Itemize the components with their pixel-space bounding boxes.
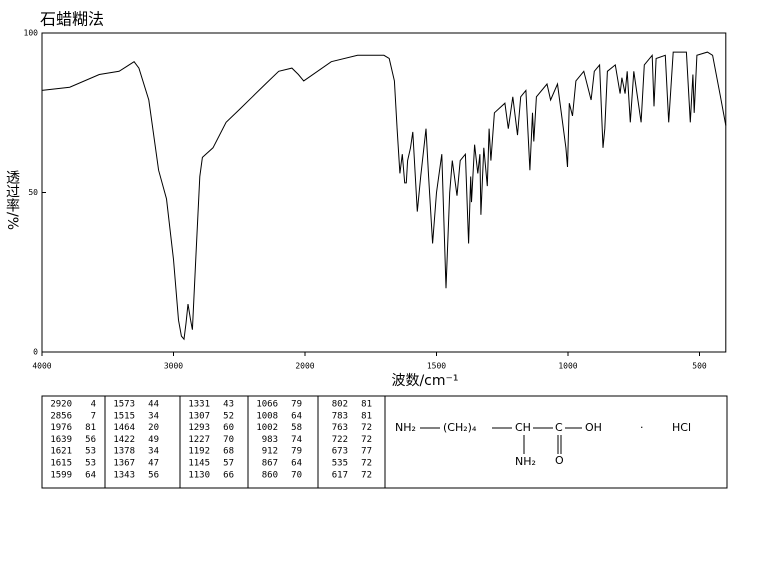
peak-wavenumber: 1639 xyxy=(50,435,72,445)
peak-wavenumber: 1464 xyxy=(113,423,135,433)
peak-transmittance: 57 xyxy=(223,459,234,469)
structure-text: · xyxy=(640,421,644,434)
peak-transmittance: 44 xyxy=(148,400,159,410)
peak-transmittance: 43 xyxy=(223,400,234,410)
peak-transmittance: 79 xyxy=(291,400,302,410)
peak-wavenumber: 1343 xyxy=(113,470,135,480)
peak-wavenumber: 802 xyxy=(332,400,348,410)
peak-transmittance: 81 xyxy=(85,423,96,433)
x-tick-label: 4000 xyxy=(32,362,51,371)
peak-wavenumber: 1227 xyxy=(188,435,210,445)
peak-transmittance: 72 xyxy=(361,470,372,480)
peak-transmittance: 70 xyxy=(223,435,234,445)
peak-transmittance: 74 xyxy=(291,435,302,445)
peak-wavenumber: 860 xyxy=(262,470,278,480)
peak-wavenumber: 1293 xyxy=(188,423,210,433)
peak-wavenumber: 1615 xyxy=(50,459,72,469)
peak-wavenumber: 1130 xyxy=(188,470,210,480)
peak-transmittance: 4 xyxy=(91,400,96,410)
peak-transmittance: 81 xyxy=(361,400,372,410)
x-tick-label: 1500 xyxy=(427,362,446,371)
peak-transmittance: 66 xyxy=(223,470,234,480)
peak-wavenumber: 1976 xyxy=(50,423,72,433)
peak-wavenumber: 1066 xyxy=(256,400,278,410)
peak-wavenumber: 1307 xyxy=(188,411,210,421)
y-tick-label: 50 xyxy=(28,188,38,197)
peak-transmittance: 68 xyxy=(223,447,234,457)
peak-transmittance: 58 xyxy=(291,423,302,433)
peak-transmittance: 53 xyxy=(85,459,96,469)
y-axis-label: 透过率/% xyxy=(4,170,20,230)
peak-transmittance: 34 xyxy=(148,411,159,421)
peak-transmittance: 81 xyxy=(361,411,372,421)
peak-wavenumber: 617 xyxy=(332,470,348,480)
peak-transmittance: 60 xyxy=(223,423,234,433)
x-axis-label: 波数/cm⁻¹ xyxy=(391,373,458,389)
peak-wavenumber: 1515 xyxy=(113,411,135,421)
structure-text: NH₂ xyxy=(395,421,416,434)
chart-title: 石蜡糊法 xyxy=(40,10,104,29)
x-tick-label: 2000 xyxy=(295,362,314,371)
y-tick-label: 100 xyxy=(24,29,39,38)
peak-wavenumber: 1145 xyxy=(188,459,210,469)
peak-wavenumber: 535 xyxy=(332,459,348,469)
structure-text: HCl xyxy=(672,421,691,434)
peak-wavenumber: 1008 xyxy=(256,411,278,421)
structure: NH₂ (CH₂)₄ CH C OH · HCl NH₂ O xyxy=(395,421,691,468)
structure-text: OH xyxy=(585,421,602,434)
peak-wavenumber: 673 xyxy=(332,447,348,457)
peak-wavenumber: 912 xyxy=(262,447,278,457)
peak-transmittance: 70 xyxy=(291,470,302,480)
structure-text: O xyxy=(555,454,564,467)
peak-transmittance: 47 xyxy=(148,459,159,469)
peak-wavenumber: 1002 xyxy=(256,423,278,433)
peak-wavenumber: 783 xyxy=(332,411,348,421)
peak-wavenumber: 2856 xyxy=(50,411,72,421)
peak-transmittance: 56 xyxy=(85,435,96,445)
peak-wavenumber: 983 xyxy=(262,435,278,445)
peak-transmittance: 64 xyxy=(291,411,302,421)
peak-transmittance: 77 xyxy=(361,447,372,457)
peak-transmittance: 72 xyxy=(361,459,372,469)
peak-transmittance: 64 xyxy=(291,459,302,469)
peak-transmittance: 79 xyxy=(291,447,302,457)
peak-transmittance: 20 xyxy=(148,423,159,433)
x-tick-label: 1000 xyxy=(558,362,577,371)
peak-transmittance: 34 xyxy=(148,447,159,457)
peak-transmittance: 52 xyxy=(223,411,234,421)
peak-wavenumber: 1192 xyxy=(188,447,210,457)
x-tick-label: 3000 xyxy=(164,362,183,371)
peak-wavenumber: 722 xyxy=(332,435,348,445)
plot-frame xyxy=(41,32,727,353)
structure-text: CH xyxy=(515,421,531,434)
peak-wavenumber: 1599 xyxy=(50,470,72,480)
peak-transmittance: 72 xyxy=(361,435,372,445)
peak-wavenumber: 1367 xyxy=(113,459,135,469)
y-tick-label: 0 xyxy=(33,348,38,357)
peak-wavenumber: 2920 xyxy=(50,400,72,410)
peak-wavenumber: 1378 xyxy=(113,447,135,457)
peak-wavenumber: 1573 xyxy=(113,400,135,410)
peak-transmittance: 56 xyxy=(148,470,159,480)
peak-transmittance: 49 xyxy=(148,435,159,445)
peak-wavenumber: 1331 xyxy=(188,400,210,410)
structure-text: (CH₂)₄ xyxy=(443,421,477,434)
spectrum-line xyxy=(41,51,727,341)
peak-wavenumber: 867 xyxy=(262,459,278,469)
x-tick-label: 500 xyxy=(692,362,707,371)
peak-wavenumber: 1422 xyxy=(113,435,135,445)
peak-wavenumber: 763 xyxy=(332,423,348,433)
peak-transmittance: 7 xyxy=(91,411,96,421)
peak-transmittance: 72 xyxy=(361,423,372,433)
peak-wavenumber: 1621 xyxy=(50,447,72,457)
structure-text: NH₂ xyxy=(515,455,536,468)
peak-transmittance: 53 xyxy=(85,447,96,457)
structure-text: C xyxy=(555,421,563,434)
peak-transmittance: 64 xyxy=(85,470,96,480)
